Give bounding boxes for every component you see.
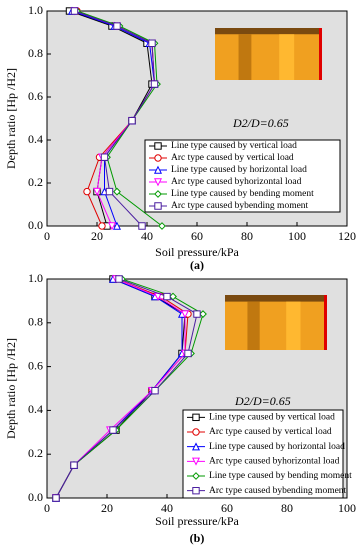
legend-label: Arc type caused bybending moment — [171, 201, 309, 211]
y-tick-label: 0.8 — [28, 46, 43, 60]
x-tick-label: 0 — [44, 229, 50, 243]
y-tick-label: 0.8 — [28, 315, 43, 329]
legend-label: Line type caused by horizontal load — [171, 165, 307, 175]
marker — [154, 190, 162, 198]
marker — [192, 472, 200, 480]
y-tick-label: 1.0 — [28, 271, 43, 285]
series-line — [76, 10, 163, 227]
legend-box — [144, 139, 341, 213]
x-tick-label: 100 — [338, 501, 356, 515]
marker — [128, 116, 136, 125]
series-line — [55, 278, 198, 499]
y-tick-label: 1.0 — [28, 3, 43, 17]
x-tick-label: 100 — [288, 229, 306, 243]
y-tick-label: 0.4 — [28, 402, 43, 416]
legend-label: Line type caused by vertical load — [209, 413, 335, 423]
marker — [70, 461, 78, 469]
marker — [151, 386, 159, 395]
y-tick-label: 0.6 — [28, 358, 43, 372]
y-tick-label: 0.4 — [28, 132, 43, 146]
legend-label: Arc type caused byhorizontal load — [209, 457, 340, 467]
inset-bg — [215, 28, 322, 80]
inset-edge — [324, 295, 327, 350]
y-tick-label: 0.0 — [28, 218, 43, 232]
inset-edge — [319, 28, 322, 80]
x-axis-label: Soil pressure/kPa — [155, 514, 239, 528]
marker — [105, 187, 114, 196]
inset-band — [286, 301, 301, 350]
inset-top — [215, 28, 322, 35]
marker — [153, 178, 163, 187]
x-tick-label: 40 — [141, 229, 153, 243]
y-tick-label: 0.2 — [28, 175, 43, 189]
x-tick-label: 20 — [91, 229, 103, 243]
x-tick-label: 80 — [241, 229, 253, 243]
marker — [109, 426, 117, 434]
x-tick-label: 80 — [281, 501, 293, 515]
legend-label: Line type caused by horizontal load — [209, 442, 345, 452]
marker — [92, 187, 102, 196]
legend-label: Line type caused by bending moment — [209, 471, 352, 481]
series-line — [74, 10, 156, 227]
marker — [113, 187, 121, 196]
legend-box — [182, 409, 344, 499]
legend-label: Arc type caused by vertical load — [209, 427, 332, 437]
marker — [107, 222, 117, 231]
marker — [115, 275, 123, 283]
y-tick-label: 0.0 — [28, 490, 43, 504]
marker — [100, 153, 109, 161]
x-tick-label: 0 — [44, 501, 50, 515]
x-tick-label: 40 — [161, 501, 173, 515]
marker — [154, 154, 162, 162]
marker — [154, 202, 162, 210]
marker — [191, 457, 201, 466]
marker — [138, 222, 146, 230]
marker — [153, 165, 163, 174]
panel-label: (a) — [190, 258, 204, 272]
y-tick-label: 0.6 — [28, 89, 43, 103]
legend-label: Arc type caused bybending moment — [209, 486, 347, 496]
marker — [192, 428, 200, 436]
marker — [184, 349, 192, 358]
annotation: D2/D=0.65 — [232, 116, 289, 130]
inset-top — [225, 295, 327, 302]
marker — [113, 22, 121, 30]
marker — [70, 7, 79, 15]
inset-bg — [225, 295, 327, 350]
marker — [154, 142, 162, 150]
inset-band — [238, 34, 252, 80]
legend-label: Line type caused by bending moment — [171, 189, 314, 199]
x-axis-label: Soil pressure/kPa — [155, 245, 239, 259]
marker — [52, 494, 60, 502]
marker — [148, 39, 156, 47]
marker — [192, 413, 200, 422]
marker — [98, 222, 106, 230]
x-tick-label: 60 — [191, 229, 203, 243]
marker — [199, 310, 207, 318]
marker — [180, 310, 190, 319]
legend-label: Line type caused by vertical load — [171, 141, 297, 151]
inset-band — [279, 34, 295, 80]
inset-band — [247, 301, 260, 350]
panel-label: (b) — [190, 531, 205, 545]
marker — [83, 187, 91, 196]
y-tick-label: 0.2 — [28, 446, 43, 460]
x-tick-label: 20 — [101, 501, 113, 515]
y-axis-label: Depth ratio [Hp /H2] — [4, 68, 18, 169]
legend-label: Arc type caused byhorizontal load — [171, 177, 302, 187]
y-axis-label: Depth ratio [Hp /H2] — [4, 338, 18, 439]
marker — [193, 310, 201, 318]
x-tick-label: 60 — [221, 501, 233, 515]
marker — [192, 486, 200, 495]
marker — [158, 222, 166, 230]
marker — [163, 292, 171, 301]
legend-label: Arc type caused by vertical load — [171, 153, 294, 163]
x-tick-label: 120 — [338, 229, 356, 243]
annotation: D2/D=0.65 — [234, 394, 291, 408]
marker — [150, 80, 159, 88]
marker — [112, 221, 122, 230]
marker — [191, 442, 201, 451]
